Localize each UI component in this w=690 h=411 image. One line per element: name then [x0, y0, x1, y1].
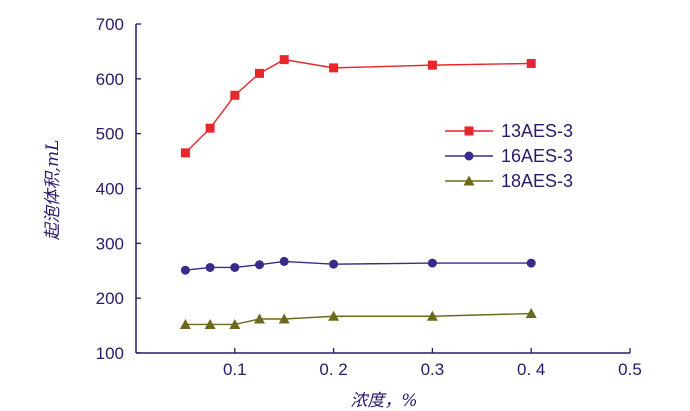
series-line-13aes-3 [184, 58, 532, 154]
data-point [205, 262, 215, 272]
data-point [328, 310, 340, 321]
legend-marker [464, 151, 474, 161]
y-tick-label: 700 [96, 15, 124, 34]
x-tick-label: 0. 4 [517, 360, 545, 379]
x-axis-title: 浓度，% [350, 391, 417, 411]
series-line-18aes-3 [185, 312, 532, 326]
x-tick-label: 0.1 [223, 360, 247, 379]
legend: 13AES-3 16AES-3 18AES-3 [445, 121, 573, 191]
y-tick-label: 100 [96, 344, 124, 363]
legend-item: 18AES-3 [445, 171, 573, 191]
data-point [180, 148, 190, 158]
data-point [254, 313, 265, 324]
data-point [426, 310, 438, 321]
legend-label: 13AES-3 [501, 121, 573, 141]
legend-label: 16AES-3 [501, 146, 573, 166]
data-point [204, 318, 216, 329]
y-tick-label: 300 [96, 234, 124, 253]
data-point [526, 258, 536, 268]
data-point [278, 313, 290, 324]
data-point [229, 318, 241, 329]
series-16aes-3 [180, 256, 536, 275]
legend-label: 18AES-3 [501, 171, 573, 191]
x-tick-label: 0.5 [618, 360, 642, 379]
legend-item: 16AES-3 [445, 146, 573, 166]
data-point [255, 260, 264, 270]
x-tick-label: 0. 2 [319, 360, 347, 379]
series-13aes-3 [180, 55, 536, 158]
series-18aes-3 [179, 308, 537, 329]
data-point [230, 90, 240, 100]
y-tick-label: 500 [96, 125, 124, 144]
data-point [329, 259, 339, 269]
data-point [180, 265, 190, 275]
legend-item: 13AES-3 [445, 121, 573, 141]
x-tick-label: 0.3 [421, 360, 445, 379]
legend-marker [464, 126, 474, 136]
data-point [525, 308, 537, 319]
data-point [179, 318, 191, 329]
data-point [230, 262, 240, 272]
plot-area [179, 55, 537, 329]
axes [135, 23, 631, 354]
data-point [255, 68, 264, 78]
y-tick-label: 400 [96, 180, 124, 199]
data-point [279, 256, 289, 266]
y-tick-label: 200 [96, 289, 124, 308]
legend-marker [463, 175, 475, 186]
data-point [526, 58, 536, 68]
data-point [329, 63, 339, 73]
data-point [205, 123, 215, 133]
data-point [279, 55, 289, 65]
data-point [427, 258, 437, 268]
data-point [427, 60, 437, 70]
y-tick-label: 600 [96, 70, 124, 89]
y-axis-title: 起泡体积,mL [43, 140, 63, 241]
tick-labels: 100 200 300 400 500 600 700 0.1 0. 2 0.3 0. 4 0.5 [96, 15, 642, 379]
